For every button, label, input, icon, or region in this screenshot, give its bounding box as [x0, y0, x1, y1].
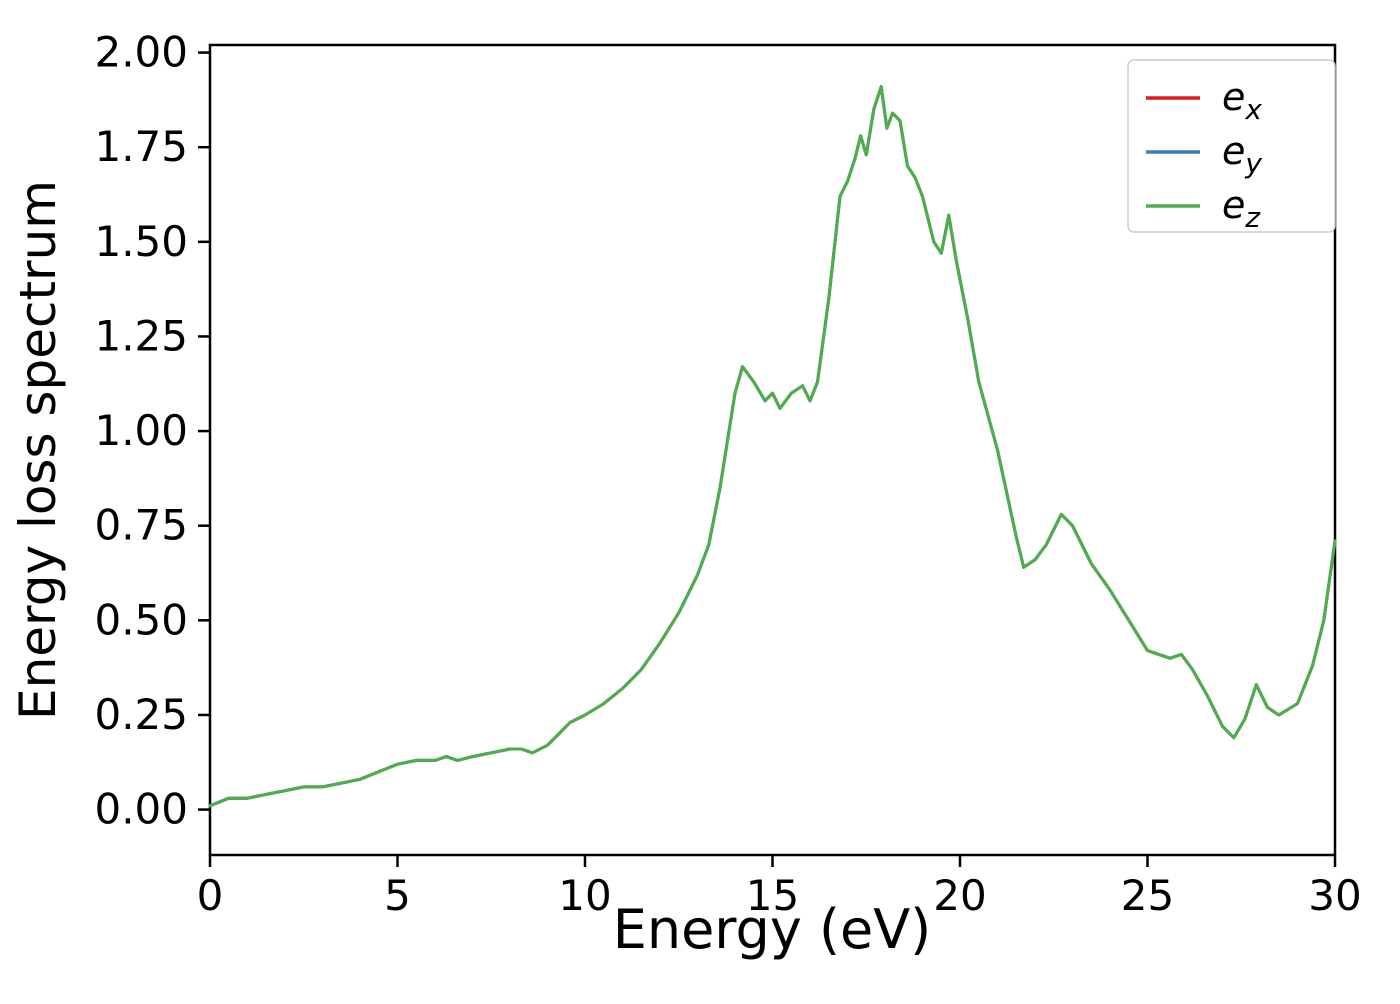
legend-label-e_y: ey	[1222, 129, 1262, 180]
legend-box	[1127, 59, 1336, 233]
y-tick-label: 0.00	[94, 785, 188, 834]
y-tick-label: 0.25	[94, 690, 188, 739]
x-tick-label: 5	[384, 871, 411, 920]
y-tick-label: 1.00	[94, 406, 188, 455]
x-tick-label: 30	[1308, 871, 1361, 920]
y-tick-label: 2.00	[94, 28, 188, 77]
x-tick-label: 15	[746, 871, 799, 920]
y-axis-label: Energy loss spectrum	[9, 180, 67, 720]
y-tick-label: 0.50	[94, 595, 188, 644]
x-tick-label: 25	[1121, 871, 1174, 920]
x-tick-label: 20	[933, 871, 986, 920]
y-tick-label: 0.75	[94, 501, 188, 550]
x-tick-label: 10	[558, 871, 611, 920]
y-tick-label: 1.75	[94, 122, 188, 171]
x-tick-label: 0	[197, 871, 224, 920]
legend-label-e_x: ex	[1222, 75, 1262, 126]
series-line-e_z	[208, 85, 1337, 808]
x-axis-label: Energy (eV)	[613, 898, 932, 961]
y-tick-label: 1.50	[94, 217, 188, 266]
legend-label-e_z: ez	[1222, 183, 1261, 234]
y-tick-label: 1.25	[94, 311, 188, 360]
